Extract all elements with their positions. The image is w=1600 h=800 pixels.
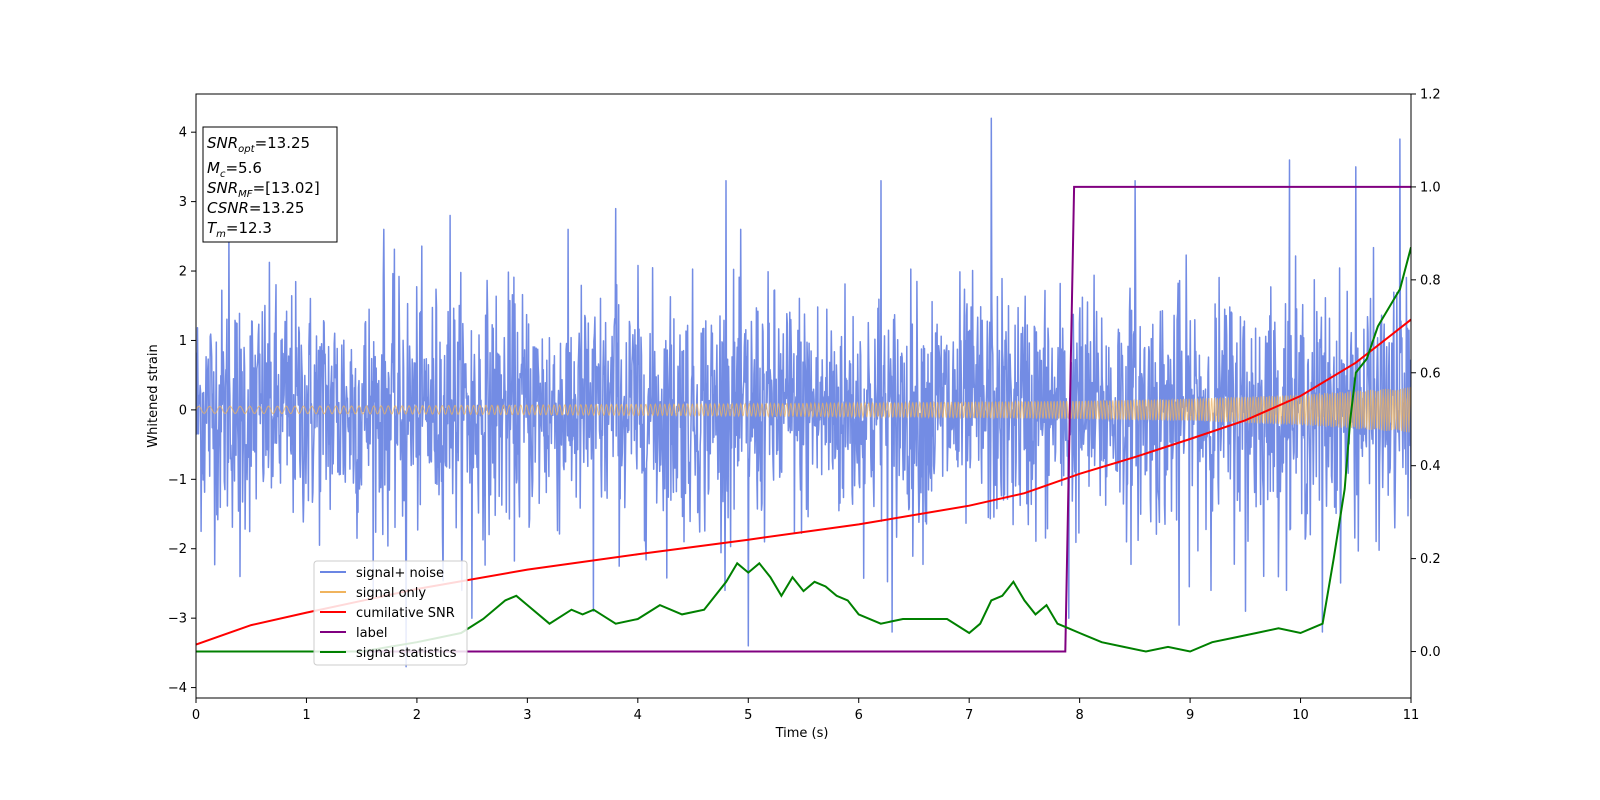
y-left-tick-label: −2 (168, 542, 187, 557)
y-left-tick-label: 1 (179, 334, 187, 349)
legend-label-signal-noise: signal+ noise (356, 566, 444, 581)
legend-label-label: label (356, 626, 387, 641)
series-line-signal-only (196, 387, 1411, 433)
x-tick-label: 3 (523, 708, 531, 723)
annotation-frame (202, 126, 338, 243)
x-tick-label: 4 (634, 708, 642, 723)
x-axis: 0 1 2 3 4 5 6 7 8 9 10 11 (192, 698, 1419, 723)
x-axis-label: Time (s) (775, 726, 829, 741)
legend-frame (313, 560, 468, 666)
y-right-tick-label: 0.0 (1420, 645, 1441, 660)
y-axis-left: −4 −3 −2 −1 0 1 2 3 4 (168, 126, 196, 696)
x-tick-label: 5 (744, 708, 752, 723)
y-right-tick-label: 1.0 (1420, 180, 1441, 195)
y-left-tick-label: 4 (179, 126, 187, 141)
y-axis-right: 0.0 0.2 0.4 0.6 0.8 1.0 1.2 (1411, 88, 1441, 660)
y-right-tick-label: 0.2 (1420, 552, 1441, 567)
legend: signal+ noise signal only cumilative SNR… (313, 560, 468, 666)
y-left-tick-label: −1 (168, 473, 187, 488)
y-right-tick-label: 0.8 (1420, 273, 1441, 288)
annotation-mc: Mc=5.6 (207, 159, 262, 180)
annotation-box: SNRopt=13.25 Mc=5.6 SNRMF=[13.02] CSNR=1… (202, 126, 338, 243)
y-left-tick-label: 2 (179, 265, 187, 280)
annotation-snr-mf: SNRMF=[13.02] (207, 179, 320, 200)
x-tick-label: 1 (302, 708, 310, 723)
series-line-label (196, 185, 1411, 653)
x-tick-label: 7 (965, 708, 973, 723)
legend-label-signal-statistics: signal statistics (356, 646, 457, 661)
legend-label-signal-only: signal only (356, 586, 426, 601)
y-right-tick-label: 0.6 (1420, 366, 1441, 381)
annotation-snr-opt: SNRopt=13.25 (207, 134, 310, 155)
y-left-tick-label: −3 (168, 612, 187, 627)
annotation-csnr: CSNR=13.25 (207, 199, 304, 217)
y-left-tick-label: 3 (179, 195, 187, 210)
y-left-tick-label: −4 (168, 681, 187, 696)
y-axis-label: Whitened strain (146, 344, 161, 447)
axes-frame (195, 93, 1412, 699)
y-right-tick-label: 0.4 (1420, 459, 1441, 474)
x-tick-label: 9 (1186, 708, 1194, 723)
y-left-tick-label: 0 (179, 403, 187, 418)
x-tick-label: 2 (413, 708, 421, 723)
x-tick-label: 6 (855, 708, 863, 723)
legend-label-cumulative-snr: cumilative SNR (356, 606, 455, 621)
x-tick-label: 10 (1292, 708, 1309, 723)
x-tick-label: 8 (1075, 708, 1083, 723)
y-right-tick-label: 1.2 (1420, 88, 1441, 103)
x-tick-label: 11 (1403, 708, 1420, 723)
series-line-signal-statistics (196, 247, 1411, 653)
annotation-tm: Tm=12.3 (207, 219, 272, 240)
x-tick-label: 0 (192, 708, 200, 723)
